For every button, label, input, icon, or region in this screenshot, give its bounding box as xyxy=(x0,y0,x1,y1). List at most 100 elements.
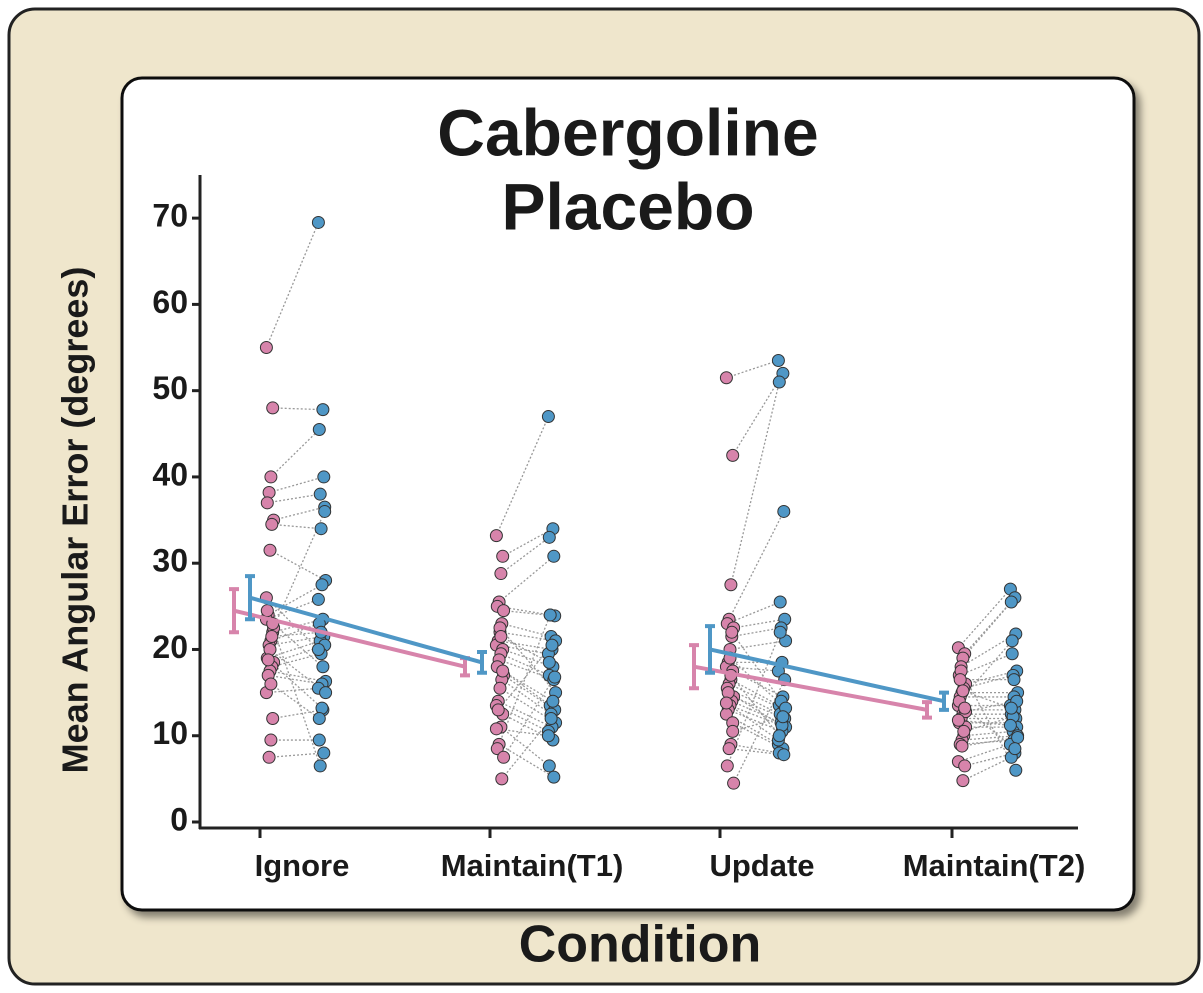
data-point xyxy=(495,772,509,786)
x-tick-label: Ignore xyxy=(255,848,350,883)
data-point xyxy=(773,595,787,609)
pair-line xyxy=(271,653,322,668)
pair-line xyxy=(266,610,321,767)
data-point xyxy=(1008,742,1022,756)
data-point xyxy=(264,470,278,484)
y-tick-label: 50 xyxy=(152,370,188,406)
pair-line xyxy=(271,631,322,638)
pair-line xyxy=(268,674,323,685)
data-point xyxy=(490,742,504,756)
data-point xyxy=(546,694,560,708)
pair-line xyxy=(730,679,780,707)
x-tick-label: Update xyxy=(709,848,814,883)
pair-line xyxy=(268,476,324,494)
data-point xyxy=(261,653,275,667)
data-point xyxy=(956,684,970,698)
data-point xyxy=(1004,595,1018,609)
x-axis-label: Condition xyxy=(519,916,762,974)
data-point xyxy=(259,341,273,355)
data-point xyxy=(951,713,965,727)
pair-line xyxy=(267,493,321,504)
pair-line xyxy=(729,640,786,651)
pair-line xyxy=(268,635,324,646)
data-point xyxy=(542,759,556,773)
data-point xyxy=(318,504,332,518)
pair-line xyxy=(961,736,1018,747)
pair-line xyxy=(730,743,780,754)
data-point xyxy=(265,630,279,644)
data-point xyxy=(263,543,277,557)
data-point xyxy=(773,625,787,639)
pair-line xyxy=(726,359,779,379)
pair-line xyxy=(272,407,323,411)
legend-placebo: Placebo xyxy=(501,169,754,243)
y-tick-label: 60 xyxy=(152,284,188,320)
data-point xyxy=(264,733,278,747)
data-point xyxy=(313,487,327,501)
data-point xyxy=(317,470,331,484)
data-point xyxy=(771,353,785,367)
data-point xyxy=(316,660,330,674)
data-point xyxy=(958,759,972,773)
error-bar xyxy=(229,587,239,635)
data-point xyxy=(542,530,556,544)
data-point xyxy=(1005,647,1019,661)
pair-line xyxy=(959,653,1013,676)
data-point xyxy=(547,549,561,563)
pair-line xyxy=(272,623,324,668)
data-point xyxy=(316,403,330,417)
x-tick-label: Maintain(T1) xyxy=(441,848,624,883)
pair-line xyxy=(499,687,556,724)
data-point xyxy=(957,724,971,738)
pair-line xyxy=(965,700,1017,713)
data-point xyxy=(720,759,734,773)
pair-line xyxy=(501,622,552,638)
error-bar xyxy=(245,574,255,622)
data-point xyxy=(312,733,326,747)
data-point xyxy=(543,608,557,622)
pair-line xyxy=(965,670,1017,685)
data-point xyxy=(260,496,274,510)
pair-line xyxy=(964,597,1016,655)
data-point xyxy=(1003,718,1017,732)
data-point xyxy=(1009,763,1023,777)
error-bar xyxy=(922,700,932,720)
pair-line xyxy=(958,743,1011,763)
pair-line xyxy=(726,702,779,741)
mean-line xyxy=(709,647,945,704)
pair-line xyxy=(266,687,319,694)
pair-line xyxy=(269,670,326,683)
data-point xyxy=(544,711,558,725)
error-bar xyxy=(939,690,949,712)
data-point xyxy=(312,711,326,725)
pair-line xyxy=(266,598,319,620)
pair-line xyxy=(270,683,320,720)
y-tick-label: 40 xyxy=(152,456,188,492)
error-bar xyxy=(705,624,715,675)
data-point xyxy=(777,504,791,518)
data-point xyxy=(1011,730,1025,744)
pair-line xyxy=(957,588,1011,649)
data-point xyxy=(547,770,561,784)
pair-line xyxy=(963,730,1014,737)
data-point xyxy=(719,371,733,385)
mean-line xyxy=(249,595,483,665)
data-point xyxy=(489,529,503,543)
pair-line xyxy=(732,722,784,750)
data-point xyxy=(489,722,503,736)
pair-line xyxy=(495,416,549,536)
data-point xyxy=(491,703,505,717)
pair-line xyxy=(728,511,785,620)
pair-line xyxy=(269,752,324,758)
data-point xyxy=(493,681,507,695)
pair-line xyxy=(963,716,1014,733)
pair-line xyxy=(497,700,553,728)
data-point xyxy=(311,215,325,229)
data-point xyxy=(311,592,325,606)
data-point xyxy=(312,422,326,436)
data-point xyxy=(313,759,327,773)
pair-line xyxy=(727,709,783,733)
data-point xyxy=(496,549,510,563)
pair-line xyxy=(733,696,785,720)
